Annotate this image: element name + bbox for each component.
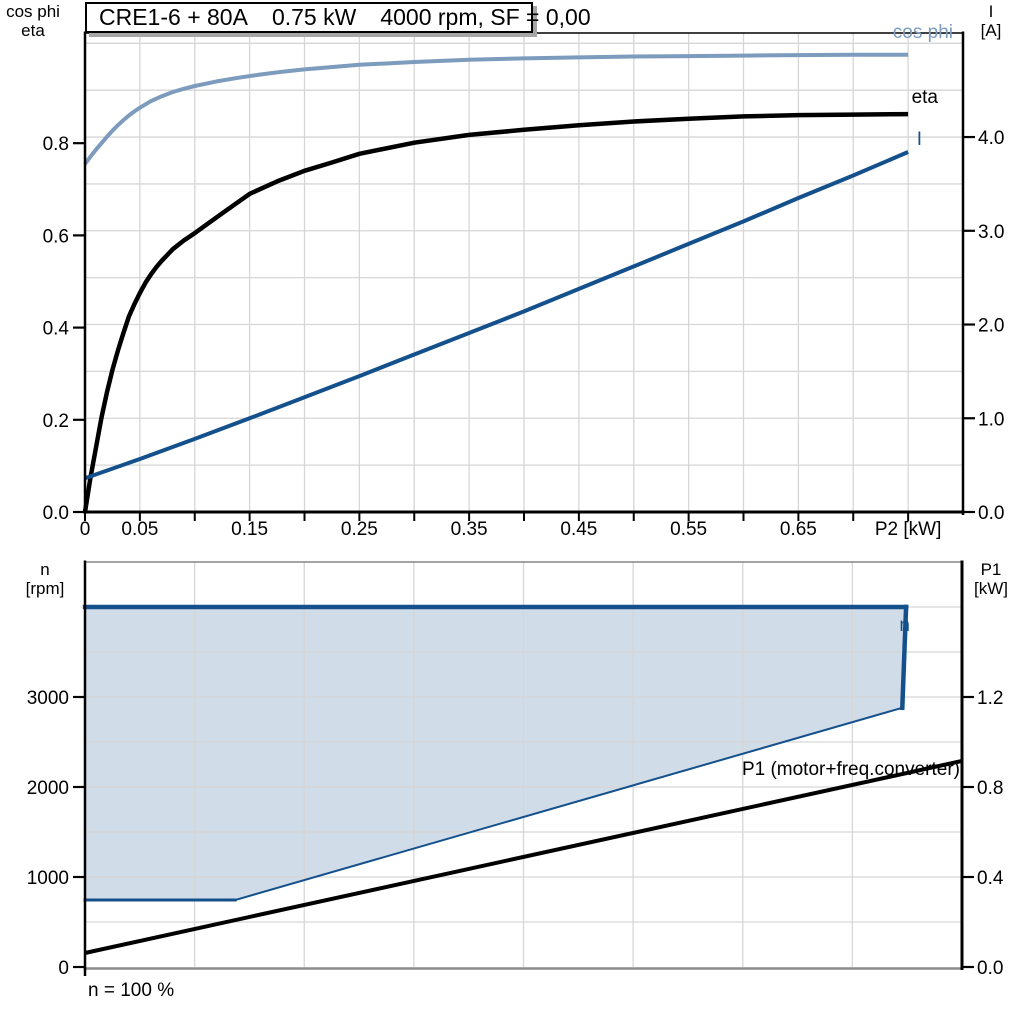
left-tick-label: 1000 (27, 868, 69, 889)
speed-operating-range-edge (899, 604, 909, 711)
eta-curve (82, 111, 909, 513)
x-tick-label: 0.55 (670, 519, 707, 540)
top-chart: 0.0 0.2 0.4 0.6 0.8 0.0 1.0 2.0 3.0 4.0 0 0.05 0.15 0… (43, 31, 1004, 540)
left-tick-label: 0.2 (43, 411, 69, 432)
right-tick-label: 3.0 (978, 222, 1004, 243)
axis-title-p1: P1 (980, 560, 1002, 579)
rated-power: 0.75 kW (271, 4, 357, 30)
chart-title-box: CRE1-6 + 80A 0.75 kW 4000 rpm, SF = 0,00 (85, 2, 591, 33)
right-tick-label: 1.0 (978, 409, 1004, 430)
left-tick-label: 0.4 (43, 319, 70, 340)
left-tick-label: 2000 (27, 778, 69, 799)
speed-operating-range-edge (233, 706, 904, 902)
right-tick-label: 2.0 (978, 316, 1004, 337)
left-tick-label: 3000 (27, 688, 69, 709)
x-tick-label: 0.45 (560, 519, 597, 540)
rated-speed-sf: 4000 rpm, SF = 0,00 (380, 4, 591, 30)
right-tick-label: 0.0 (978, 503, 1004, 524)
right-tick-label: 4.0 (978, 128, 1004, 149)
top-left-axis-title: cos phi eta (2, 2, 64, 40)
curve-label-cos-phi: cos phi (892, 22, 953, 43)
curve-label-p1: P1 (motor+freq.converter) (741, 759, 960, 780)
left-tick-label: 0.0 (43, 503, 69, 524)
pump-model: CRE1-6 + 80A (99, 4, 248, 30)
x-tick-label: 0.65 (780, 519, 817, 540)
x-tick-label: P2 [kW] (875, 519, 942, 540)
left-tick-label: 0.6 (43, 226, 69, 247)
bottom-right-axis-title: P1 [kW] (962, 560, 1020, 598)
axis-title-n: n (40, 560, 50, 579)
left-tick-label: 0 (58, 958, 69, 979)
current-curve (84, 150, 909, 481)
right-tick-label: 1.2 (977, 688, 1003, 709)
left-tick-label: 0.8 (43, 134, 69, 155)
right-tick-label: 0.0 (977, 958, 1003, 979)
x-tick-label: 0.15 (231, 519, 268, 540)
curve-label-current: I (916, 129, 922, 150)
x-tick-label: 0.05 (121, 519, 158, 540)
axis-title-cos-phi: cos phi (6, 2, 60, 21)
right-tick-label: 0.8 (977, 778, 1003, 799)
cos-phi-curve (83, 52, 909, 166)
top-chart-grid (85, 33, 963, 512)
curve-label-eta: eta (911, 87, 938, 108)
x-tick-label: 0 (80, 519, 91, 540)
axis-title-ampere-unit: [A] (980, 21, 1002, 40)
curve-label-n: n (899, 615, 910, 636)
axis-title-eta: eta (21, 21, 45, 40)
axis-title-kw-unit: [kW] (974, 579, 1008, 598)
footnote-n-100-percent: n = 100 % (88, 980, 175, 1001)
p1-curve (84, 758, 963, 955)
top-right-axis-title: I [A] (961, 2, 1021, 40)
axis-title-rpm-unit: [rpm] (25, 579, 65, 598)
bottom-chart: 0 1000 2000 3000 0.0 0.4 0.8 1.2 (27, 560, 1004, 979)
x-tick-label: 0.25 (341, 519, 378, 540)
bottom-left-axis-title: n [rpm] (12, 560, 78, 598)
axis-title-current: I (988, 2, 994, 21)
x-tick-label: 0.35 (451, 519, 488, 540)
right-tick-label: 0.4 (977, 868, 1004, 889)
speed-operating-range-fill (85, 607, 907, 900)
